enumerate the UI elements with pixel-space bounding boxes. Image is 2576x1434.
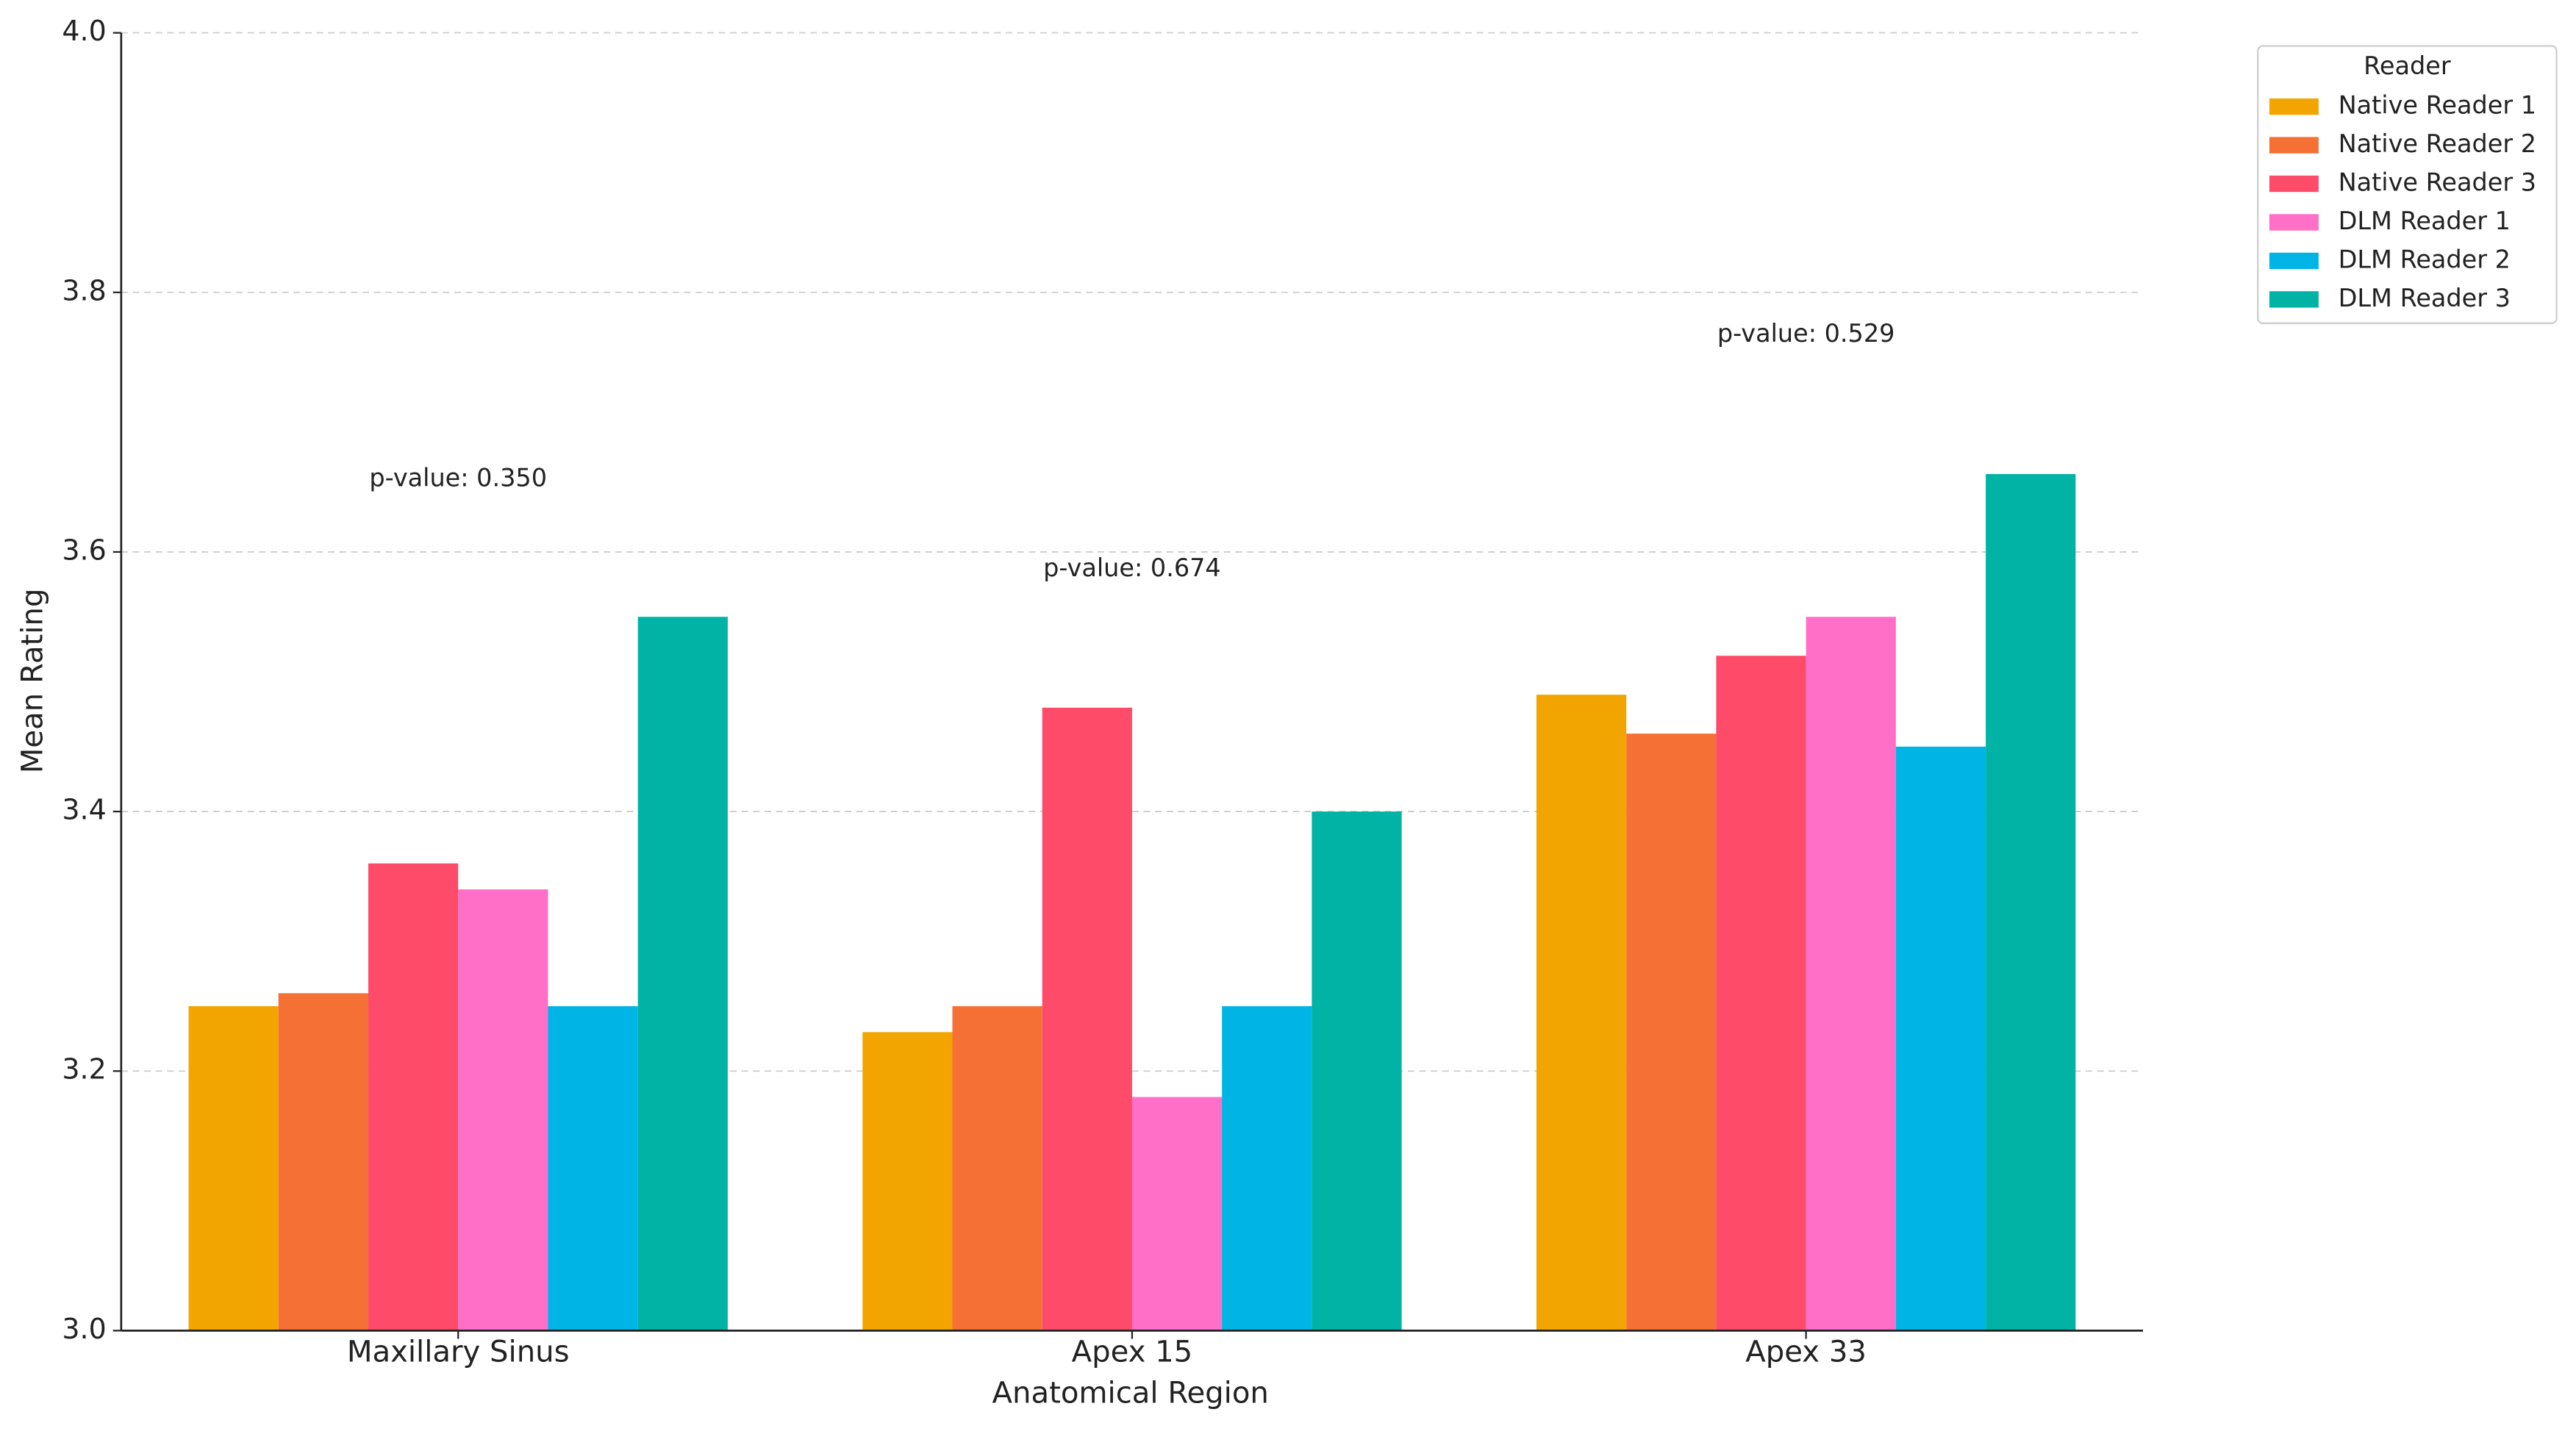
bar <box>1895 746 1986 1331</box>
p-value-annotation: p-value: 0.350 <box>369 463 547 492</box>
bar <box>1222 1005 1312 1331</box>
legend-label: DLM Reader 1 <box>2339 207 2511 235</box>
bar <box>1626 734 1717 1331</box>
legend-box <box>2257 45 2558 324</box>
y-tick-label: 3.8 <box>62 274 106 306</box>
y-tick-label: 3.2 <box>62 1053 106 1086</box>
legend-title: Reader <box>2364 51 2451 80</box>
bar <box>1536 695 1627 1331</box>
p-value-annotation: p-value: 0.529 <box>1717 319 1895 348</box>
legend-swatch <box>2269 137 2319 154</box>
legend-label: DLM Reader 3 <box>2339 284 2511 312</box>
bar <box>458 889 548 1331</box>
y-axis-label: Mean Rating <box>16 589 50 774</box>
legend-swatch <box>2269 252 2319 270</box>
bar <box>188 1005 279 1331</box>
bar <box>1806 617 1896 1331</box>
x-tick-label: Apex 33 <box>1745 1336 1867 1369</box>
bar <box>1312 811 1402 1331</box>
legend-swatch <box>2269 98 2319 115</box>
legend-swatch <box>2269 175 2319 193</box>
y-tick-label: 3.0 <box>62 1313 106 1345</box>
x-axis-label: Anatomical Region <box>992 1376 1269 1410</box>
bar <box>368 863 459 1331</box>
legend-label: DLM Reader 2 <box>2339 245 2511 273</box>
p-value-annotation: p-value: 0.674 <box>1043 553 1221 582</box>
bar <box>862 1032 953 1331</box>
bar <box>548 1005 638 1331</box>
bar <box>1716 656 1806 1331</box>
bar <box>278 993 368 1331</box>
legend-label: Native Reader 2 <box>2339 129 2536 158</box>
x-tick-label: Maxillary Sinus <box>347 1336 570 1369</box>
y-tick-label: 3.6 <box>62 534 106 566</box>
legend-swatch <box>2269 291 2319 308</box>
y-tick-label: 3.4 <box>62 794 106 826</box>
bar <box>1042 707 1132 1331</box>
y-tick-label: 4.0 <box>62 15 106 47</box>
legend-label: Native Reader 3 <box>2339 168 2536 197</box>
bar <box>952 1005 1042 1331</box>
x-tick-label: Apex 15 <box>1072 1336 1193 1369</box>
legend-swatch <box>2269 214 2319 231</box>
bar <box>1131 1097 1223 1331</box>
bar <box>637 617 728 1331</box>
bar <box>1986 473 2076 1331</box>
legend-label: Native Reader 1 <box>2339 91 2536 120</box>
